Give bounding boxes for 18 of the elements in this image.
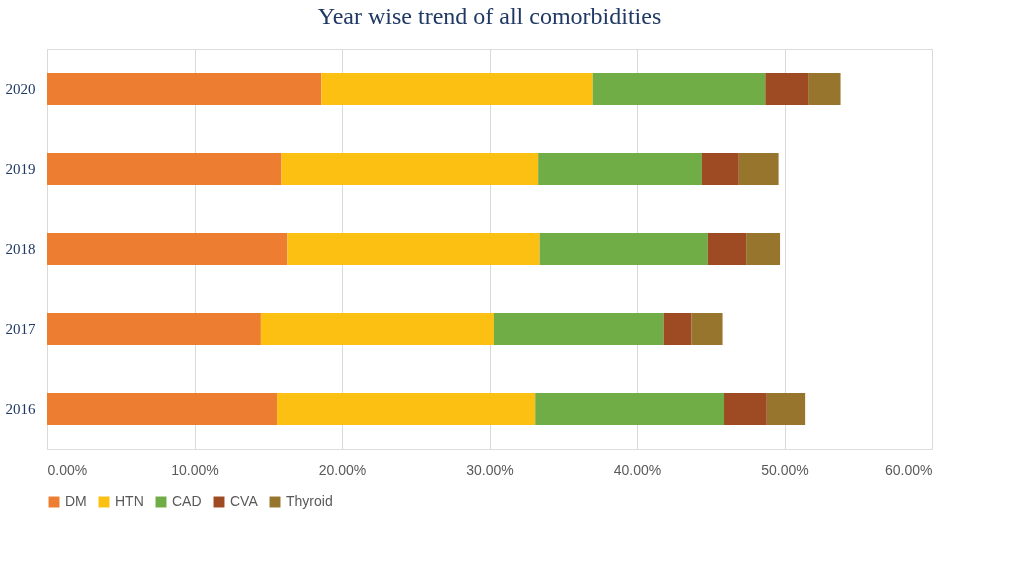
y-tick-label: 2016: [5, 401, 36, 417]
y-tick-label: 2020: [5, 81, 36, 97]
y-tick-label: 2017: [5, 321, 36, 337]
legend-label: Thyroid: [286, 493, 333, 509]
x-tick-label: 10.00%: [171, 461, 219, 478]
y-tick-label: 2019: [5, 161, 36, 177]
chart-title: Year wise trend of all comorbidities: [317, 3, 662, 29]
legend-label: CVA: [230, 493, 259, 509]
x-tick-label: 30.00%: [466, 461, 514, 478]
legend-label: DM: [65, 493, 87, 509]
x-tick-label: 50.00%: [761, 461, 809, 478]
y-tick-label: 2018: [5, 241, 36, 257]
x-tick-label: 20.00%: [318, 461, 367, 478]
x-tick-label: 60.00%: [885, 461, 933, 478]
legend-label: HTN: [115, 493, 144, 509]
legend-label: CAD: [172, 493, 202, 509]
x-tick-label: 0.00%: [47, 461, 88, 478]
x-tick-label: 40.00%: [613, 461, 662, 478]
